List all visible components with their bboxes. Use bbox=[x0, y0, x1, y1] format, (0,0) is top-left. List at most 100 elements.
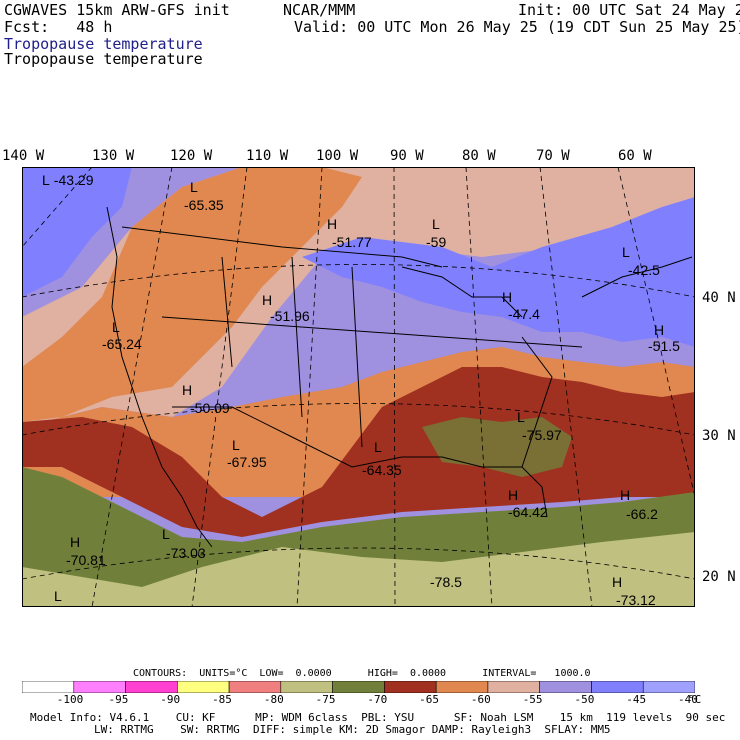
init-time: Init: 00 UTC Sat 24 May 25 bbox=[518, 1, 740, 19]
org-label: NCAR/MMM bbox=[283, 1, 356, 19]
colorbar-tick-label: -95 bbox=[108, 693, 129, 706]
lon-label-130w: 130 W bbox=[92, 148, 135, 164]
graticule bbox=[22, 167, 695, 607]
lon-label-80w: 80 W bbox=[462, 148, 496, 164]
lon-label-100w: 100 W bbox=[316, 148, 359, 164]
label-value: -73.03 bbox=[166, 545, 206, 561]
band-minus75 bbox=[22, 532, 695, 607]
colorbar-swatch bbox=[384, 681, 437, 693]
label-mark: L bbox=[517, 409, 525, 425]
label-value: -70.81 bbox=[66, 552, 106, 568]
label-mark: H bbox=[70, 534, 80, 550]
lon-label-70w: 70 W bbox=[536, 148, 570, 164]
colorbar-tick-label: -60 bbox=[470, 693, 491, 706]
lon-label-140w: 140 W bbox=[2, 148, 45, 164]
label-value: -59 bbox=[426, 234, 446, 250]
label-mark: L bbox=[112, 319, 120, 335]
colorbar-tick-label: -65 bbox=[419, 693, 440, 706]
label-value: -51.77 bbox=[332, 234, 372, 250]
lat-label-40n: 40 N bbox=[702, 290, 736, 306]
band-minus65 bbox=[22, 367, 695, 537]
model-info-line1: Model Info: V4.6.1 CU: KF MP: WDM 6class… bbox=[30, 711, 726, 724]
colorbar-swatch bbox=[487, 681, 540, 693]
label-mark: L bbox=[54, 588, 62, 604]
colorbar-tick-label: -85 bbox=[212, 693, 232, 706]
label-mark: H bbox=[654, 322, 664, 338]
valid-time: Valid: 00 UTC Mon 26 May 25 (19 CDT Sun … bbox=[294, 18, 740, 36]
pressure-labels: L -43.29 L -65.35 H -51.77 L -59 L -42.5 … bbox=[42, 172, 680, 607]
model-info-line2: LW: RRTMG SW: RRTMG DIFF: simple KM: 2D … bbox=[94, 723, 611, 736]
label-mark: L bbox=[162, 526, 170, 542]
lat-label-20n: 20 N bbox=[702, 569, 736, 585]
colorbar-swatch bbox=[435, 681, 489, 693]
label-mark: H bbox=[502, 289, 512, 305]
label-value: -50.09 bbox=[190, 400, 230, 416]
label-value: -64.42 bbox=[508, 504, 548, 520]
coastlines-borders bbox=[106, 206, 693, 548]
colorbar-unit: °C bbox=[688, 693, 702, 706]
colorbar-swatch bbox=[539, 681, 592, 693]
colorbar-swatch bbox=[332, 681, 385, 693]
colorbar-swatch bbox=[591, 681, 644, 693]
lon-label-90w: 90 W bbox=[390, 148, 424, 164]
colorbar-swatch bbox=[125, 681, 178, 693]
label-value: -64.35 bbox=[362, 462, 402, 478]
model-title: CGWAVES 15km ARW-GFS init bbox=[4, 1, 230, 19]
svg-text:L-43.29: L -43.29 bbox=[42, 172, 94, 188]
colorbar-swatch bbox=[177, 681, 230, 693]
label-value: -73.12 bbox=[616, 592, 656, 607]
colorbar-tick-label: -90 bbox=[160, 693, 181, 706]
field-title-2: Tropopause temperature bbox=[4, 50, 203, 68]
tropopause-temperature-map: L -43.29 L -65.35 H -51.77 L -59 L -42.5 … bbox=[22, 167, 695, 607]
label-value: -75.97 bbox=[522, 427, 562, 443]
label-value: -65.24 bbox=[102, 336, 142, 352]
label-mark: L bbox=[622, 244, 630, 260]
label-value: -67.95 bbox=[227, 454, 267, 470]
colorbar-tick-label: -100 bbox=[56, 693, 84, 706]
label-value: -42.5 bbox=[628, 262, 660, 278]
label-value: -65.35 bbox=[184, 197, 224, 213]
label-value: -51.5 bbox=[648, 338, 680, 354]
label-value: -51.96 bbox=[270, 308, 310, 324]
label-mark: H bbox=[327, 216, 337, 232]
label-mark: H bbox=[182, 382, 192, 398]
map-border bbox=[22, 167, 695, 607]
label-value: -78.5 bbox=[430, 574, 462, 590]
label-mark: L bbox=[190, 179, 198, 195]
lon-label-60w: 60 W bbox=[618, 148, 652, 164]
colorbar-swatch bbox=[642, 681, 695, 693]
colorbar-tick-label: -55 bbox=[522, 693, 543, 706]
colorbar-tick-label: -50 bbox=[574, 693, 595, 706]
contours-info: CONTOURS: UNITS=°C LOW= 0.0000 HIGH= 0.0… bbox=[133, 668, 591, 679]
lon-label-120w: 120 W bbox=[170, 148, 213, 164]
label-mark: L bbox=[42, 172, 50, 188]
colorbar-tick-label: -70 bbox=[367, 693, 388, 706]
colorbar-swatch bbox=[73, 681, 126, 693]
forecast-hour: Fcst: 48 h bbox=[4, 18, 113, 36]
label-mark: H bbox=[508, 487, 518, 503]
band-minus60-west bbox=[22, 167, 362, 422]
band-minus45-nw bbox=[22, 167, 132, 297]
band-minus70-se bbox=[422, 417, 572, 477]
colorbar bbox=[22, 681, 695, 693]
label-value: -47.4 bbox=[508, 306, 540, 322]
colorbar-swatch bbox=[280, 681, 333, 693]
lon-label-110w: 110 W bbox=[246, 148, 289, 164]
colorbar-tick-label: -75 bbox=[315, 693, 336, 706]
label-mark: H bbox=[620, 487, 630, 503]
colorbar-swatch bbox=[22, 681, 75, 693]
field-title-1: Tropopause temperature bbox=[4, 35, 203, 53]
colorbar-swatch bbox=[228, 681, 282, 693]
label-value: -66.2 bbox=[626, 506, 658, 522]
band-minus45-ne bbox=[302, 197, 695, 347]
label-mark: H bbox=[612, 574, 622, 590]
colorbar-tick-label: -45 bbox=[626, 693, 647, 706]
label-mark: L bbox=[374, 439, 382, 455]
label-mark: L bbox=[432, 216, 440, 232]
label-mark: L bbox=[232, 437, 240, 453]
colorbar-tick-label: -40 bbox=[678, 693, 698, 706]
lat-label-30n: 30 N bbox=[702, 428, 736, 444]
label-value: -43.29 bbox=[54, 172, 94, 188]
colorbar-tick-label: -80 bbox=[263, 693, 284, 706]
label-mark: H bbox=[262, 292, 272, 308]
